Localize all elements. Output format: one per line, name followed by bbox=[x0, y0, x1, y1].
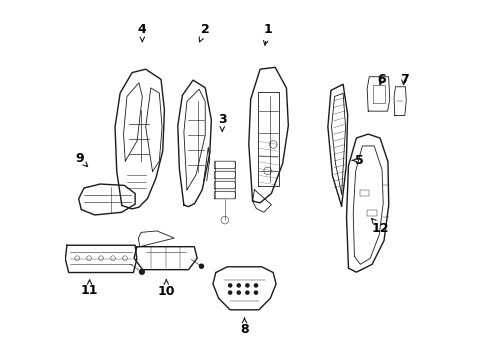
Circle shape bbox=[245, 284, 248, 287]
Circle shape bbox=[228, 291, 231, 294]
Text: 5: 5 bbox=[351, 154, 363, 167]
Circle shape bbox=[245, 291, 248, 294]
Text: 1: 1 bbox=[263, 23, 272, 45]
Bar bbox=[366, 210, 376, 216]
Circle shape bbox=[237, 291, 240, 294]
Text: 6: 6 bbox=[376, 73, 385, 86]
Circle shape bbox=[199, 264, 203, 268]
Text: 10: 10 bbox=[157, 279, 175, 298]
Circle shape bbox=[237, 284, 240, 287]
Circle shape bbox=[228, 284, 231, 287]
Text: 8: 8 bbox=[240, 318, 248, 336]
Circle shape bbox=[139, 269, 144, 274]
Text: 7: 7 bbox=[399, 73, 407, 86]
Circle shape bbox=[254, 291, 257, 294]
Text: 4: 4 bbox=[138, 23, 146, 42]
Bar bbox=[359, 190, 368, 197]
Text: 2: 2 bbox=[199, 23, 209, 42]
Text: 3: 3 bbox=[218, 113, 226, 131]
Circle shape bbox=[254, 284, 257, 287]
Text: 9: 9 bbox=[75, 152, 87, 167]
Text: 11: 11 bbox=[81, 280, 98, 297]
Text: 12: 12 bbox=[371, 219, 389, 235]
